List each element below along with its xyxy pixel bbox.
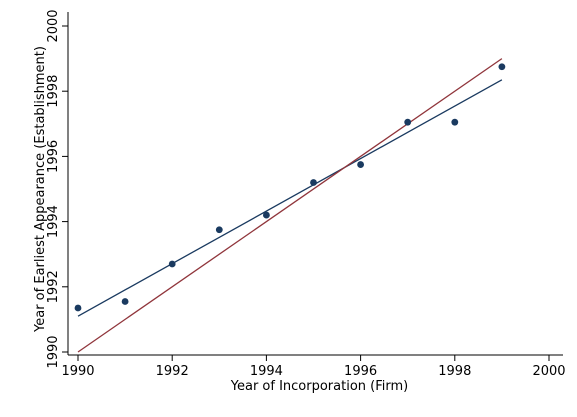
- x-tick-label: 1994: [250, 364, 283, 379]
- y-axis-ticks: 1990 1992 1994 1996 1998 2000: [46, 9, 68, 369]
- y-tick-label: 1994: [46, 205, 61, 238]
- y-tick-label: 1998: [46, 75, 61, 108]
- scatter-point: [168, 260, 176, 268]
- x-tick-label: 1998: [438, 364, 471, 379]
- y-tick-label: 1996: [46, 140, 61, 173]
- x-tick-label: 1990: [61, 364, 94, 379]
- y-axis-label: Year of Earliest Appearance (Establishme…: [33, 46, 48, 333]
- scatter-point: [498, 63, 506, 71]
- y-tick-label: 1990: [46, 335, 61, 368]
- x-tick-label: 1992: [156, 364, 189, 379]
- scatter-point: [263, 211, 270, 219]
- x-tick-label: 1996: [344, 364, 377, 379]
- x-tick-label: 2000: [532, 364, 565, 379]
- x-axis-ticks: 1990 1992 1994 1996 1998 2000: [61, 355, 566, 379]
- series-line-2: [77, 58, 503, 353]
- scatter-point: [357, 161, 364, 168]
- scatter-point: [451, 118, 459, 126]
- series-line-1: [77, 79, 503, 317]
- scatter-point: [310, 179, 317, 186]
- scatter-point: [404, 118, 412, 126]
- y-tick-label: 1992: [46, 270, 61, 303]
- scatter-point: [74, 304, 82, 312]
- chart-marks: [74, 58, 506, 353]
- scatter-point: [215, 226, 223, 234]
- scatter-point: [121, 298, 129, 305]
- y-tick-label: 2000: [46, 9, 61, 42]
- x-axis-label: Year of Incorporation (Firm): [230, 379, 408, 394]
